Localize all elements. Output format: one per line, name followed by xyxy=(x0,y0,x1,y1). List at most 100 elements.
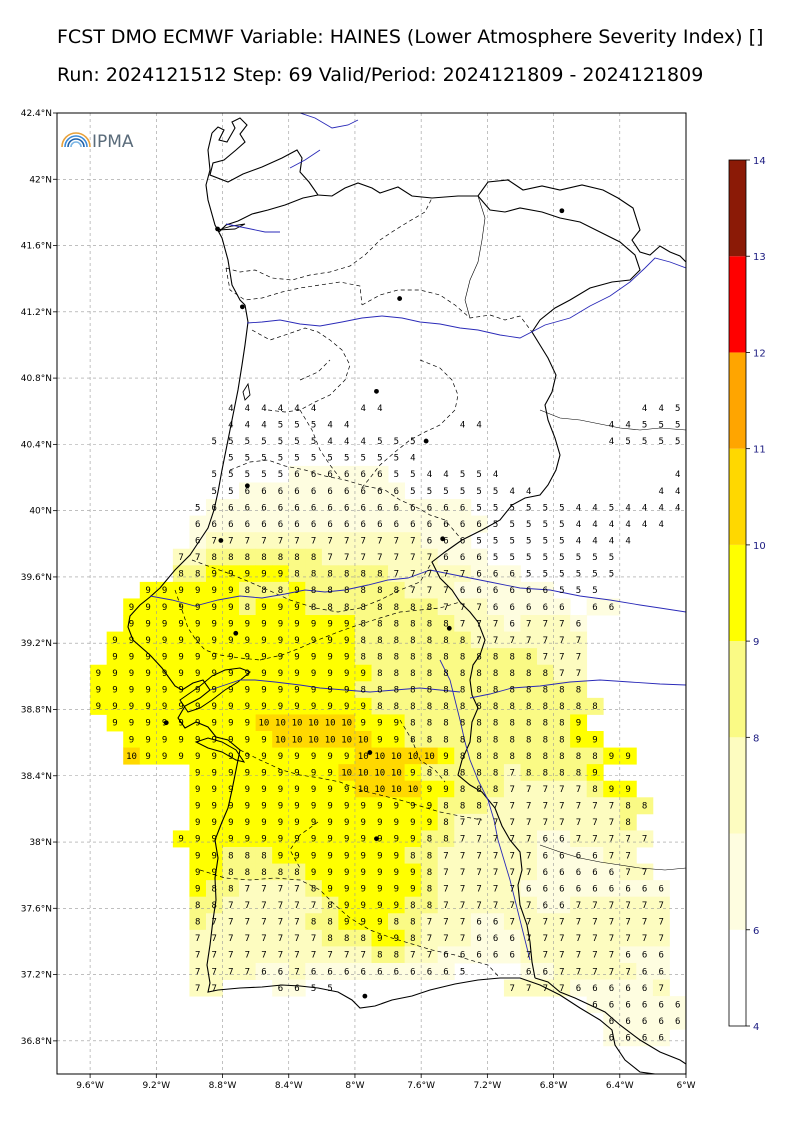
haines-cell xyxy=(437,515,455,533)
haines-value: 8 xyxy=(394,951,399,961)
haines-value: 6 xyxy=(476,553,481,563)
haines-value: 7 xyxy=(377,536,382,546)
haines-cell xyxy=(421,581,439,599)
haines-value: 6 xyxy=(476,918,481,928)
haines-value: 6 xyxy=(377,967,382,977)
haines-value: 5 xyxy=(460,967,465,977)
haines-value: 5 xyxy=(625,437,630,447)
haines-value: 4 xyxy=(625,536,630,546)
haines-cell xyxy=(404,664,422,682)
haines-value: 9 xyxy=(311,868,316,878)
haines-cell xyxy=(537,631,554,649)
haines-value: 7 xyxy=(195,951,200,961)
haines-value: 9 xyxy=(327,818,332,828)
haines-value: 5 xyxy=(245,437,250,447)
haines-value: 9 xyxy=(327,669,332,679)
haines-value: 8 xyxy=(410,636,415,646)
haines-value: 8 xyxy=(195,918,200,928)
haines-cell xyxy=(338,747,356,765)
haines-value: 6 xyxy=(278,487,283,497)
haines-cell xyxy=(454,731,472,749)
haines-cell xyxy=(338,664,356,682)
haines-value: 8 xyxy=(460,686,465,696)
haines-cell xyxy=(520,648,538,666)
haines-cell xyxy=(454,846,472,864)
haines-value: 10 xyxy=(407,785,418,795)
haines-value: 8 xyxy=(294,868,299,878)
haines-cell xyxy=(354,548,372,566)
haines-value: 4 xyxy=(658,503,663,513)
haines-cell xyxy=(255,813,273,831)
haines-value: 9 xyxy=(377,884,382,894)
haines-value: 4 xyxy=(344,437,349,447)
haines-cell xyxy=(636,913,654,931)
haines-cell xyxy=(487,747,505,765)
haines-value: 9 xyxy=(327,884,332,894)
haines-value: 8 xyxy=(377,702,382,712)
haines-cell xyxy=(222,598,240,616)
haines-value: 5 xyxy=(261,470,266,480)
haines-value: 8 xyxy=(543,719,548,729)
haines-value: 9 xyxy=(361,884,366,894)
haines-cell xyxy=(388,880,406,898)
haines-value: 9 xyxy=(178,652,183,662)
haines-cell xyxy=(404,697,422,715)
haines-cell xyxy=(338,648,356,666)
haines-cell xyxy=(272,581,290,599)
y-tick-label: 41.6°N xyxy=(21,242,52,252)
haines-cell xyxy=(255,896,273,914)
haines-value: 6 xyxy=(642,967,647,977)
haines-cell xyxy=(222,896,240,914)
haines-cell xyxy=(371,664,389,682)
haines-value: 10 xyxy=(275,735,286,745)
haines-cell xyxy=(454,714,472,732)
haines-value: 7 xyxy=(261,951,266,961)
haines-cell xyxy=(272,929,290,947)
haines-value: 9 xyxy=(245,570,250,580)
haines-value: 4 xyxy=(592,503,597,513)
haines-value: 7 xyxy=(526,835,531,845)
haines-cell xyxy=(537,896,554,914)
haines-cell xyxy=(404,896,422,914)
haines-value: 4 xyxy=(261,420,266,430)
haines-cell xyxy=(222,946,240,964)
haines-value: 8 xyxy=(493,702,498,712)
haines-value: 8 xyxy=(476,752,481,762)
haines-value: 9 xyxy=(212,669,217,679)
haines-cell xyxy=(255,797,273,815)
haines-cell xyxy=(404,648,422,666)
haines-value: 7 xyxy=(642,901,647,911)
haines-value: 6 xyxy=(460,553,465,563)
haines-value: 8 xyxy=(278,868,283,878)
haines-value: 7 xyxy=(311,951,316,961)
haines-cell xyxy=(321,764,339,782)
haines-value: 7 xyxy=(410,553,415,563)
y-tick-label: 38°N xyxy=(29,838,52,848)
haines-value: 7 xyxy=(559,951,564,961)
haines-cell xyxy=(255,929,273,947)
haines-cell xyxy=(404,813,422,831)
haines-value: 9 xyxy=(129,669,134,679)
haines-cell xyxy=(503,764,521,782)
haines-value: 7 xyxy=(526,901,531,911)
haines-cell xyxy=(570,813,588,831)
haines-cell xyxy=(255,714,273,732)
haines-cell xyxy=(553,598,571,616)
haines-value: 9 xyxy=(145,619,150,629)
haines-value: 9 xyxy=(112,669,117,679)
haines-value: 6 xyxy=(509,570,514,580)
haines-value: 8 xyxy=(576,752,581,762)
haines-cell xyxy=(272,515,290,533)
haines-value: 8 xyxy=(394,619,399,629)
haines-value: 7 xyxy=(493,868,498,878)
haines-value: 10 xyxy=(292,735,303,745)
haines-cell xyxy=(454,896,472,914)
haines-value: 6 xyxy=(476,520,481,530)
haines-cell xyxy=(272,780,290,798)
haines-cell xyxy=(189,747,207,765)
haines-cell xyxy=(371,714,389,732)
haines-cell xyxy=(553,747,571,765)
haines-value: 5 xyxy=(493,503,498,513)
haines-cell xyxy=(288,929,306,947)
haines-value: 5 xyxy=(228,437,233,447)
